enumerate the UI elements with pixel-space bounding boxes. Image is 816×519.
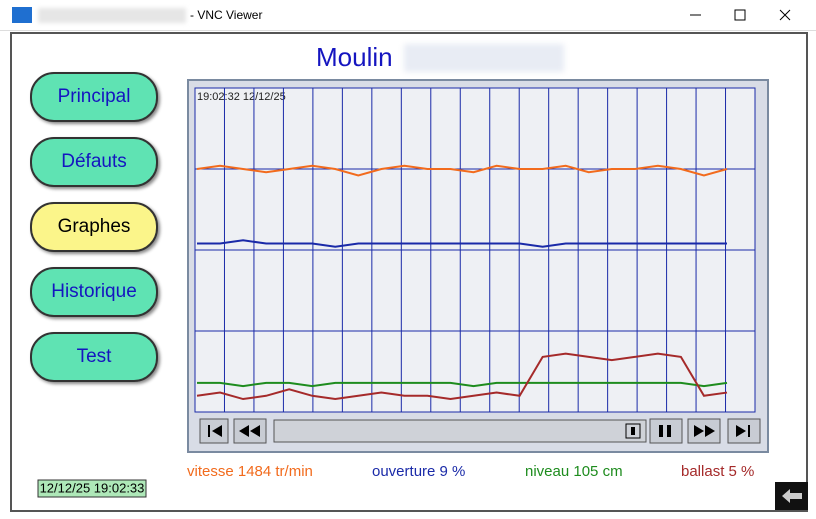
legend-entry: ballast 5 %: [681, 463, 755, 480]
trace: [196, 352, 728, 401]
nav-button[interactable]: Défauts: [30, 137, 158, 187]
title-bar: - VNC Viewer: [0, 0, 816, 31]
timestamp: 19:02:32 12/12/25: [197, 91, 286, 103]
legend-entry: ouverture 9 %: [372, 463, 466, 480]
nav-button[interactable]: Graphes: [30, 202, 158, 252]
playback-controls[interactable]: [199, 418, 761, 444]
trace: [197, 381, 728, 388]
window-title: - VNC Viewer: [190, 8, 263, 22]
clock: 12/12/25 19:02:33: [40, 480, 145, 495]
trace: [197, 239, 727, 248]
page-title: Moulin: [316, 42, 393, 72]
app-icon: [12, 7, 32, 23]
legend-entry: niveau 105 cm: [525, 463, 623, 480]
blurred-name: [404, 44, 564, 72]
nav-button[interactable]: Test: [30, 332, 158, 382]
nav-button[interactable]: Historique: [30, 267, 158, 317]
blurred-host: [38, 8, 186, 23]
nav-button[interactable]: Principal: [30, 72, 158, 122]
trace: [196, 164, 728, 177]
window-controls[interactable]: [680, 0, 816, 30]
legend-entry: vitesse 1484 tr/min: [187, 463, 313, 480]
